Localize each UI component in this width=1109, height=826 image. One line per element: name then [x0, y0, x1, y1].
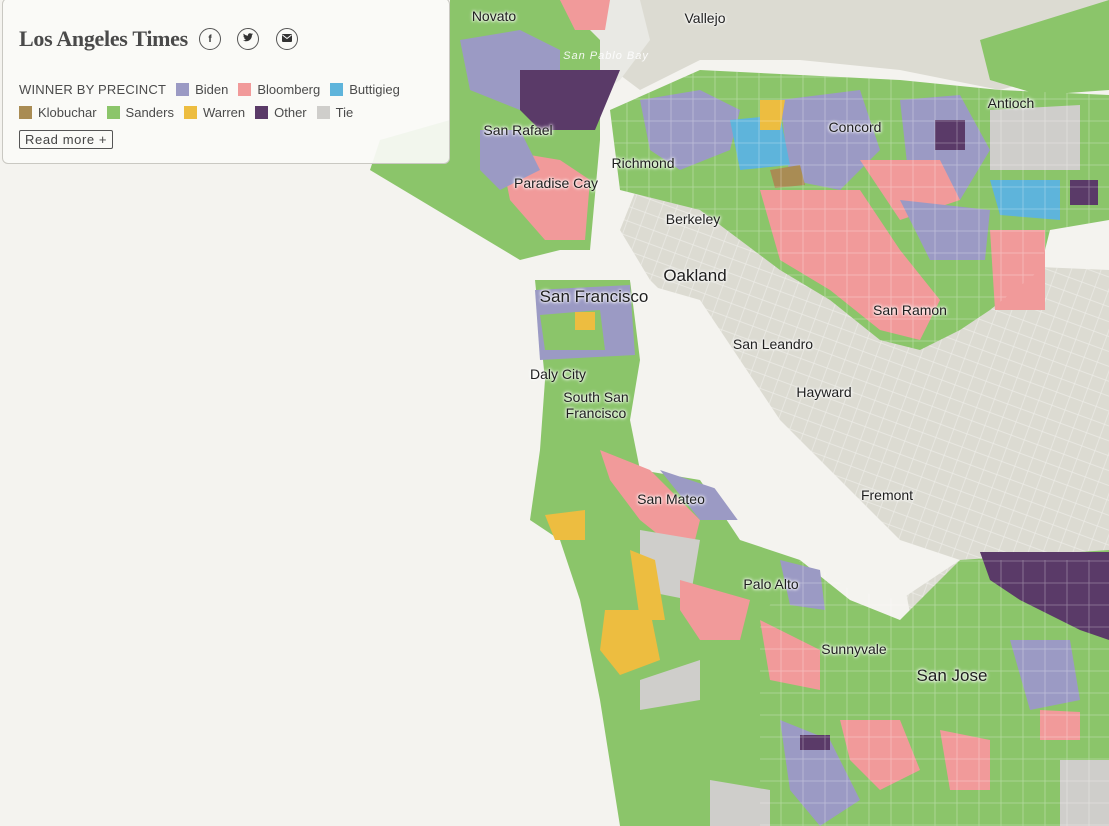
peninsula-warren-b [600, 610, 660, 675]
sf-green [540, 310, 605, 350]
label-daly-city: Daly City [529, 366, 587, 382]
peninsula-tie-c [710, 780, 770, 826]
label-sunnyvale: Sunnyvale [821, 641, 887, 657]
biden-swatch [176, 83, 190, 96]
eastbay-texture [610, 70, 1109, 350]
bloomberg-swatch [238, 83, 252, 96]
legend-label: Warren [202, 105, 246, 120]
sj-urban-texture [760, 560, 1109, 826]
legend-label: Buttigieg [349, 82, 400, 97]
legend-item-other: Other [255, 105, 307, 120]
label-san-mateo: San Mateo [637, 491, 705, 507]
label-san-jose: San Jose [916, 666, 988, 685]
label-san-rafael: San Rafael [483, 122, 553, 138]
legend-label: Klobuchar [38, 105, 97, 120]
sanders-swatch [106, 106, 120, 119]
bay-water [630, 280, 960, 600]
legend-row-1: WINNER BY PRECINCT Biden Bloomberg Butti… [19, 82, 410, 97]
buttigieg-swatch [330, 83, 344, 96]
legend-item-klobuchar: Klobuchar [19, 105, 97, 120]
label-fremont: Fremont [860, 487, 914, 503]
legend-label: Tie [335, 105, 354, 120]
label-berkeley: Berkeley [665, 211, 721, 227]
twitter-share-button[interactable] [237, 28, 259, 50]
label-palo-alto: Palo Alto [743, 576, 799, 592]
legend-title: WINNER BY PRECINCT [19, 82, 167, 97]
label-richmond: Richmond [611, 155, 675, 171]
label-san-francisco: San Francisco [539, 287, 649, 306]
label-oakland: Oakland [663, 266, 727, 285]
label-south-san-francisco: South San Francisco [563, 389, 629, 421]
peninsula-bloomberg-a [600, 450, 700, 560]
peninsula-tie-b [640, 660, 700, 710]
label-san-leandro: San Leandro [732, 336, 814, 352]
label-paradise-cay: Paradise Cay [513, 175, 599, 191]
marin-other [520, 70, 620, 130]
label-novato: Novato [471, 8, 517, 24]
legend-item-tie: Tie [316, 105, 354, 120]
warren-swatch [183, 106, 197, 119]
sf-warren [575, 312, 595, 330]
label-hayward: Hayward [796, 384, 852, 400]
marin-biden-2 [480, 130, 540, 190]
label-antioch: Antioch [987, 95, 1035, 111]
north-green [980, 0, 1109, 95]
peninsula-warren-a [630, 550, 665, 620]
peninsula-biden-a [660, 470, 740, 520]
legend-item-warren: Warren [183, 105, 246, 120]
legend-label: Biden [195, 82, 229, 97]
legend-item-biden: Biden [176, 82, 228, 97]
brand-logo[interactable]: Los Angeles Times [19, 26, 188, 51]
legend-item-bloomberg: Bloomberg [238, 82, 320, 97]
label-san-pablo-bay: San Pablo Bay [563, 50, 649, 62]
klobuchar-swatch [19, 106, 32, 119]
email-icon [282, 33, 292, 45]
legend-item-sanders: Sanders [106, 105, 174, 120]
email-share-button[interactable] [276, 28, 298, 50]
legend-label: Sanders [125, 105, 174, 120]
label-vallejo: Vallejo [684, 10, 726, 26]
label-san-ramon: San Ramon [873, 302, 947, 318]
legend-label: Other [274, 105, 307, 120]
legend-panel: Los Angeles Times f WINNER BY PRECINCT B… [2, 0, 450, 164]
peninsula-warren-c [545, 510, 585, 540]
other-swatch [255, 106, 269, 119]
facebook-share-button[interactable]: f [199, 28, 221, 50]
legend-row-2: Klobuchar Sanders Warren Other Tie [19, 105, 363, 120]
legend-label: Bloomberg [257, 82, 321, 97]
label-concord: Concord [828, 119, 882, 135]
tie-swatch [316, 106, 330, 119]
peninsula-bloomberg-b [680, 580, 750, 640]
marin-bloomberg-2 [560, 0, 610, 30]
twitter-icon [243, 33, 253, 45]
read-more-button[interactable]: Read more + [19, 130, 114, 149]
north-land [600, 0, 1109, 90]
facebook-icon: f [208, 33, 212, 45]
legend-item-buttigieg: Buttigieg [330, 82, 400, 97]
